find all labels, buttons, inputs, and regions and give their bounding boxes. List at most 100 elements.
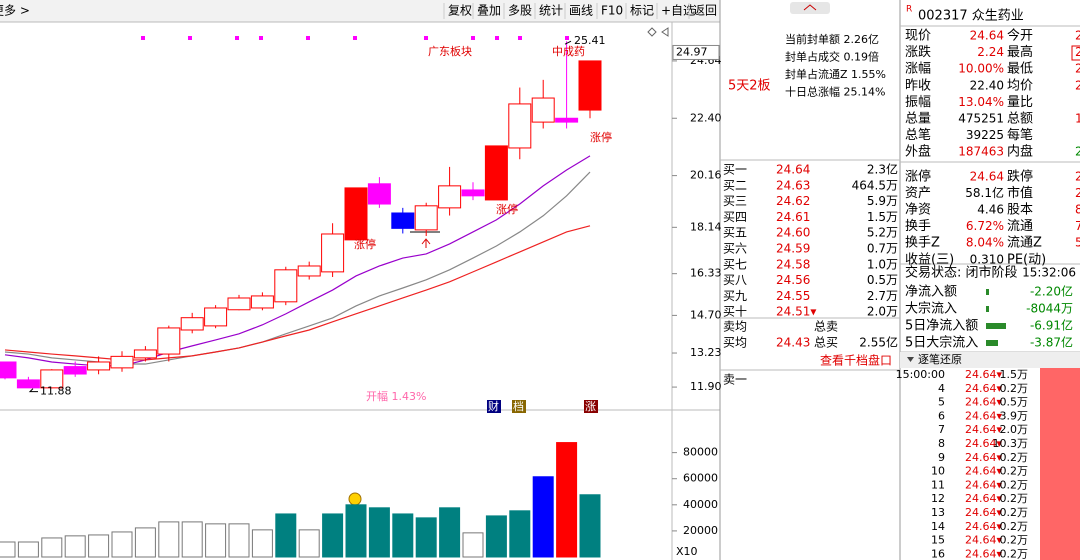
tick-time: 10 [931,465,945,478]
quote-value: 8. [1075,203,1080,217]
candle-body [531,97,555,123]
more-button[interactable]: 更多 > [0,4,30,18]
quote-label: 总量 [905,112,931,127]
tick-time: 13 [931,506,945,519]
candle-body [578,60,602,111]
toolbar-button[interactable]: F10 [601,4,623,18]
quote-label: 量比 [1007,95,1033,110]
volume-bar [228,523,250,558]
quote-label: 收益(三) [905,252,954,267]
volume-bar [439,507,461,558]
book-level: 买十 [723,305,747,319]
volume-bar [462,532,484,558]
tick-volume: 0.2万 [1000,547,1029,560]
quote-label: 股本 [1007,203,1033,218]
y-tick-label: 11.90 [690,380,722,393]
quote-label: 跌停 [1007,168,1033,184]
quote-value: 0.310 [970,252,1004,266]
high-label: 25.41 [574,34,606,47]
toolbar-button[interactable]: 返回 [693,4,717,18]
flow-value: -6.91亿 [1030,318,1073,333]
tick-volume: 3.9万 [1000,409,1029,422]
collapse-tab[interactable] [790,2,830,14]
cursor-box [672,44,720,60]
annotation: 涨停 [354,237,376,251]
book-level: 买二 [723,178,747,192]
toolbar-button[interactable]: 标记 [630,4,654,18]
tick-volume: 0.2万 [1000,478,1029,491]
event-dot [259,36,263,40]
depth-link[interactable]: 查看千档盘口 [820,353,892,368]
volume-bar [251,529,273,558]
quote-value: 10.00% [958,62,1004,76]
total-sell: 总卖 [814,320,838,334]
flow-bar [986,289,989,295]
quote-value: 58.1亿 [965,185,1004,200]
toolbar-button[interactable]: +自选 [661,4,695,18]
sell1: 卖一 [723,373,747,387]
candle-body [110,355,134,369]
tick-volume: 10.3万 [993,437,1029,450]
candle-body [321,233,345,273]
volume-bar [392,513,414,558]
tick-time: 7 [938,423,945,436]
book-price: 24.59 [776,242,810,256]
ticks-header-bg [900,352,1080,368]
candle-body [438,185,462,209]
book-level: 买四 [723,210,747,224]
book-price: 24.64 [776,163,810,177]
volume-bar [0,541,16,558]
total-buy: 总买 [814,336,838,350]
info-line: 封单占流通Z 1.55% [785,67,886,81]
y-tick-label: 20000 [683,524,718,537]
candle-body [204,307,228,327]
event-dot [353,36,357,40]
book-price: 24.51▾ [776,305,816,319]
flow-bar [986,306,989,312]
tick-price: 24.64▾ [965,382,1002,395]
volume-bar [41,537,63,558]
y-tick-label: 22.40 [690,111,722,124]
event-dot [235,36,239,40]
ticks-icon [907,357,914,362]
quote-value: 39225 [966,128,1004,142]
sell-avg: 卖均 [723,320,747,334]
quote-value: 24.64 [970,29,1004,43]
flag: R [906,5,912,15]
quote-value: 2.24 [977,45,1004,59]
tick-time: 5 [938,396,945,409]
toolbar-button[interactable]: 画线 [569,4,593,18]
cursor-price: 24.97 [676,45,708,58]
candle-body [87,361,111,371]
candle-body [133,349,157,359]
candle-body [555,117,579,123]
smiley [348,492,362,506]
quote-label: 最高 [1007,44,1033,60]
flow-label: 大宗流入 [905,301,957,317]
quote-label: 昨收 [905,78,931,93]
tick-time: 8 [938,437,945,450]
total-buy-value: 2.55亿 [859,335,898,350]
info-line: 封单占成交 0.19倍 [785,50,879,64]
volume-bar [322,513,344,558]
low-arrow [28,388,38,393]
toolbar-button[interactable]: 叠加 [477,4,501,18]
quote-value: 4.46 [977,203,1004,217]
volume-bar [345,504,367,558]
volume-bar [368,507,390,558]
candle-body [461,189,485,197]
book-level: 买一 [723,163,747,177]
marker-box [487,400,501,413]
toolbar-button[interactable]: 多股 [508,4,532,18]
book-price: 24.62 [776,194,810,208]
toolbar-button[interactable]: 统计 [539,4,563,18]
tick-price: 24.64▾ [965,396,1002,409]
info-line: 当前封单额 2.26亿 [785,32,879,46]
quote-value: 2 [1075,29,1080,43]
candle-body [367,183,391,205]
event-dot [565,36,569,40]
quote-label: 每笔 [1007,127,1033,143]
toolbar-button[interactable]: 复权 [448,4,472,18]
quote-value: 2 [1075,62,1080,76]
tick-price: 24.64▾ [965,492,1002,505]
